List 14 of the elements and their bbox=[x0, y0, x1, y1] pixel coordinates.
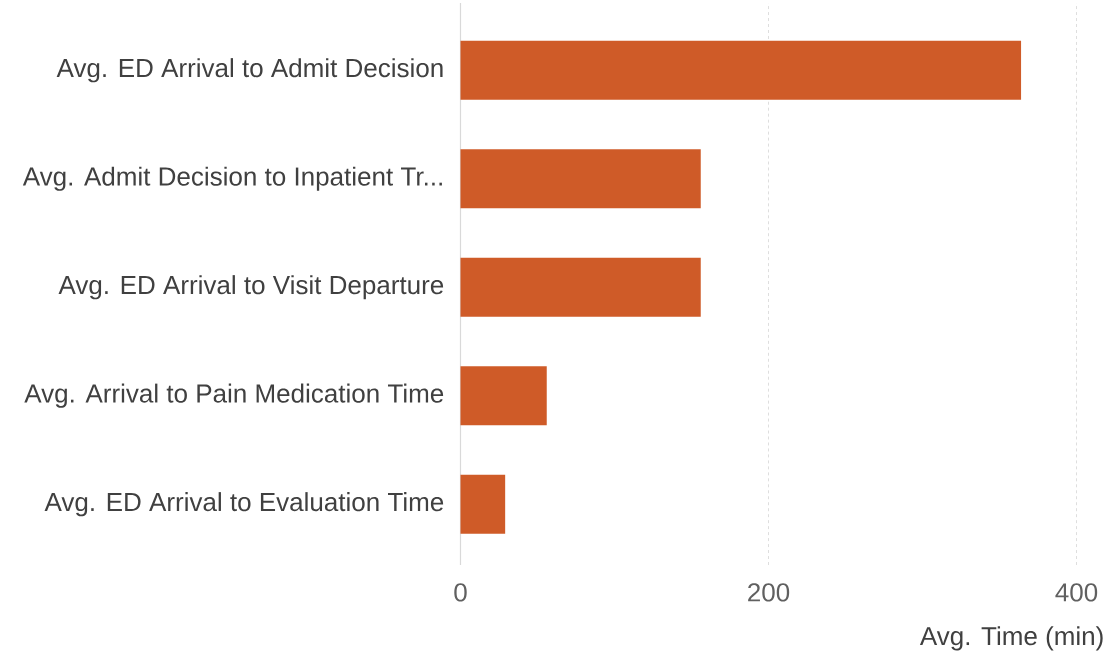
y-tick-label: Avg. ED Arrival to Evaluation Time bbox=[44, 492, 444, 517]
y-tick-label: Avg. ED Arrival to Visit Departure bbox=[58, 275, 444, 300]
bar bbox=[460, 257, 701, 317]
bar bbox=[460, 474, 506, 534]
y-tick-label: Avg. Arrival to Pain Medication Time bbox=[24, 383, 444, 408]
bar bbox=[460, 149, 701, 209]
x-tick-label: 200 bbox=[748, 583, 790, 602]
bar bbox=[460, 40, 1022, 100]
y-tick-label: Avg. ED Arrival to Admit Decision bbox=[56, 58, 443, 83]
x-tick-label: 400 bbox=[1055, 583, 1098, 602]
bar bbox=[460, 366, 547, 426]
x-axis-title: Avg. Time (min) bbox=[919, 626, 1103, 651]
x-tick-label: 0 bbox=[454, 583, 467, 602]
y-tick-label: Avg. Admit Decision to Inpatient Tr... bbox=[22, 166, 442, 191]
